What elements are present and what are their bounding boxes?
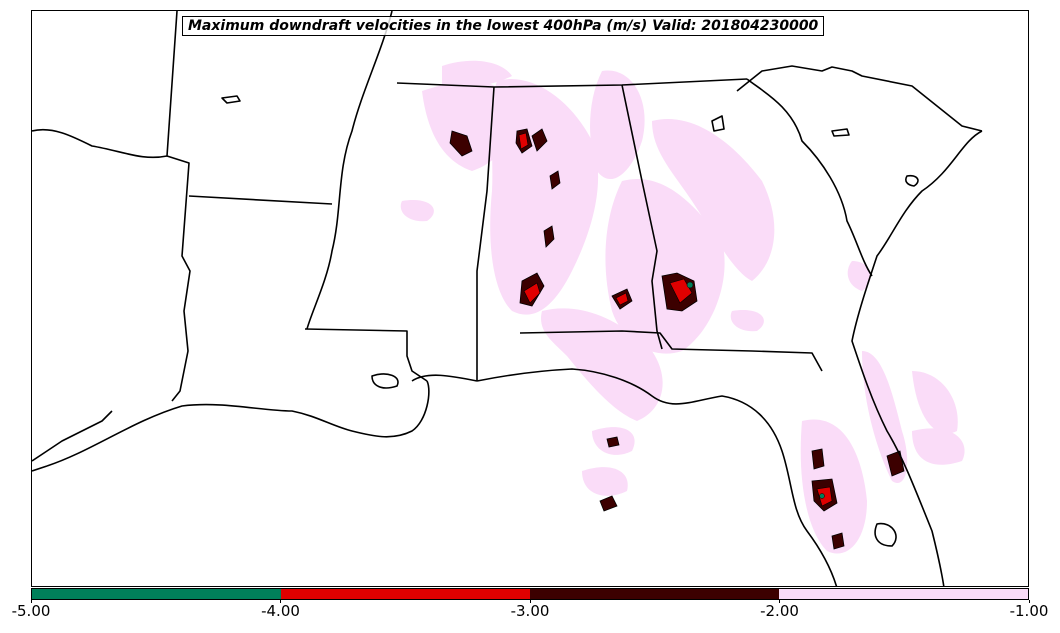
state-and-coast-borders <box>32 11 983 586</box>
extreme-downdraft-spots <box>686 281 825 499</box>
colorbar-segment-4 <box>779 589 1028 599</box>
colorbar <box>31 588 1029 600</box>
map-canvas <box>32 11 983 586</box>
map-panel <box>31 10 1029 587</box>
colorbar-tick-label: -4.00 <box>261 602 300 620</box>
colorbar-tick <box>280 600 281 603</box>
strong-downdraft-cells <box>518 132 833 507</box>
colorbar-segment-2 <box>281 589 530 599</box>
colorbar-tick <box>30 600 32 603</box>
colorbar-tick <box>1028 600 1030 603</box>
colorbar-tick <box>779 600 780 603</box>
colorbar-tick <box>529 600 531 603</box>
colorbar-tick-label: -3.00 <box>510 602 550 620</box>
colorbar-tick-label: -1.00 <box>1009 602 1049 620</box>
colorbar-segment-3 <box>530 589 779 599</box>
colorbar-tick-label: -2.00 <box>760 602 799 620</box>
colorbar-segment-1 <box>32 589 281 599</box>
colorbar-tick-label: -5.00 <box>11 602 51 620</box>
map-title: Maximum downdraft velocities in the lowe… <box>182 16 825 36</box>
